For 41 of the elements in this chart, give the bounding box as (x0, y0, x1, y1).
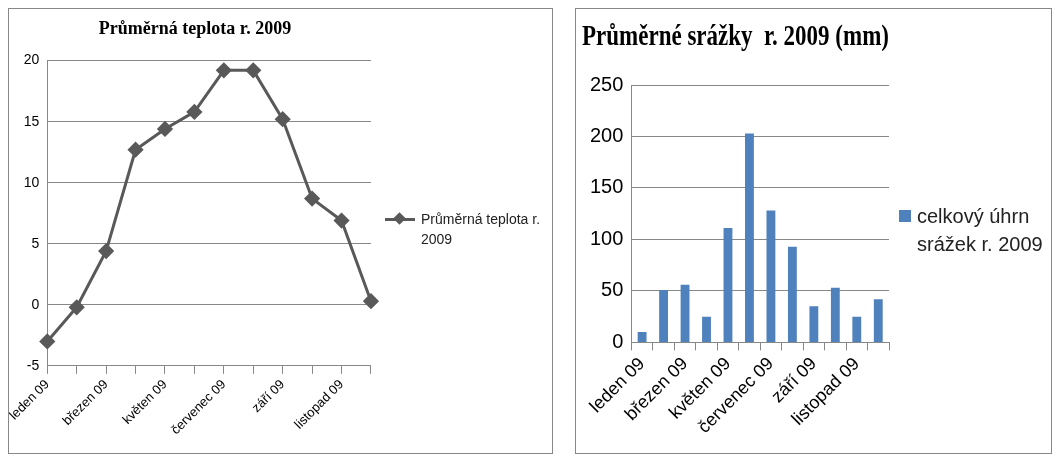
point (334, 213, 350, 229)
bar (745, 133, 754, 342)
bar (809, 306, 819, 342)
y-tick-label: 15 (23, 112, 40, 129)
bar (787, 246, 797, 342)
y-tick-label: 10 (23, 173, 40, 190)
point (39, 333, 55, 349)
point (275, 111, 291, 127)
bar (680, 284, 690, 342)
y-tick-label: 150 (589, 175, 624, 198)
bar (637, 332, 647, 342)
legend-label: Průměrná teplota r. 2009 (421, 210, 542, 249)
point (363, 293, 379, 309)
bar (723, 228, 733, 342)
bar (852, 316, 862, 342)
y-tick-label: 20 (23, 51, 40, 68)
bar (873, 299, 883, 342)
y-tick-label: -5 (26, 356, 40, 373)
chart-title: Průměrná teplota r. 2009 (98, 18, 292, 39)
y-tick-label: 50 (601, 278, 624, 301)
point (128, 142, 144, 158)
point (186, 104, 202, 120)
x-tick-label: září 09 (248, 376, 288, 416)
point (245, 62, 261, 78)
y-tick-label: 200 (589, 123, 624, 146)
point (69, 299, 85, 315)
bar (766, 210, 776, 342)
y-tick-label: 0 (31, 295, 40, 312)
y-tick-label: 100 (589, 226, 624, 249)
bar (702, 316, 711, 342)
y-tick-label: 250 (589, 72, 624, 95)
bar (659, 289, 668, 342)
legend-label: celkový úhrn srážek r. 2009 (917, 204, 1043, 257)
point (157, 121, 173, 137)
bar (830, 287, 840, 342)
point (304, 191, 320, 207)
point (98, 243, 114, 259)
point (216, 62, 232, 78)
chart-title: Průměrné srážky r. 2009 (mm) (582, 17, 889, 52)
y-tick-label: 0 (612, 329, 624, 352)
y-tick-label: 5 (31, 234, 40, 251)
